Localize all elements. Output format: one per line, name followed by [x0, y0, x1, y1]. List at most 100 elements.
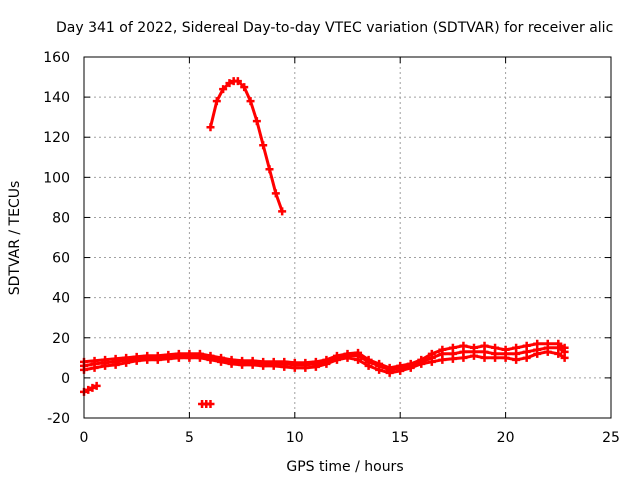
- data-point: [248, 360, 257, 369]
- data-point: [246, 97, 255, 106]
- y-tick-label: 120: [43, 130, 70, 146]
- data-point: [375, 365, 384, 374]
- data-point: [501, 353, 510, 362]
- data-point: [364, 361, 373, 370]
- data-point: [438, 345, 447, 354]
- data-point: [206, 123, 215, 132]
- data-point: [480, 341, 489, 350]
- y-tick-label: 20: [52, 331, 70, 347]
- x-tick-label: 5: [185, 430, 194, 446]
- series-5: [198, 399, 215, 408]
- data-point: [417, 359, 426, 368]
- x-tick-label: 15: [391, 430, 409, 446]
- data-point: [354, 355, 363, 364]
- data-point: [238, 360, 247, 369]
- series-2: [80, 347, 569, 377]
- data-point: [385, 368, 394, 377]
- data-point: [84, 385, 93, 394]
- chart-title: Day 341 of 2022, Sidereal Day-to-day VTE…: [56, 20, 613, 36]
- series-4: [80, 381, 101, 396]
- data-point: [501, 345, 510, 354]
- data-point: [459, 341, 468, 350]
- y-tick-label: 140: [43, 90, 70, 106]
- data-point: [512, 355, 521, 364]
- data-point: [459, 353, 468, 362]
- data-point: [259, 141, 268, 150]
- y-axis-label: SDTVAR / TECUs: [7, 181, 23, 296]
- y-tick-label: 160: [43, 50, 70, 66]
- x-axis-label: GPS time / hours: [286, 459, 403, 475]
- x-tick-label: 10: [286, 430, 304, 446]
- data-point: [88, 383, 97, 392]
- data-point: [322, 359, 331, 368]
- data-point: [438, 355, 447, 364]
- data-point: [396, 366, 405, 375]
- data-point: [560, 353, 569, 362]
- data-point: [343, 353, 352, 362]
- data-point: [554, 339, 563, 348]
- data-point: [301, 363, 310, 372]
- data-point: [491, 343, 500, 352]
- data-point: [278, 207, 287, 216]
- data-point: [554, 349, 563, 358]
- plot-frame: [83, 56, 612, 419]
- data-point: [101, 361, 110, 370]
- data-point: [111, 360, 120, 369]
- data-point: [533, 349, 542, 358]
- x-tick-label: 0: [80, 430, 89, 446]
- data-point: [543, 339, 552, 348]
- y-tick-labels: -20 0 20 40 60 80 100 120 140 160: [43, 50, 70, 427]
- data-point: [225, 79, 234, 88]
- data-point: [240, 83, 249, 92]
- data-point: [212, 97, 221, 106]
- data-point: [469, 351, 478, 360]
- data-point: [90, 363, 99, 372]
- data-point: [469, 343, 478, 352]
- data-point: [132, 356, 141, 365]
- data-point: [269, 361, 278, 370]
- series-line: [209, 79, 284, 213]
- data-point: [206, 399, 215, 408]
- data-point: [206, 355, 215, 364]
- data-point: [90, 356, 99, 365]
- data-point: [143, 355, 152, 364]
- data-point: [332, 355, 341, 364]
- data-point: [185, 353, 194, 362]
- x-tick-label: 25: [602, 430, 620, 446]
- data-point: [522, 341, 531, 350]
- data-point: [217, 357, 226, 366]
- data-series: [80, 77, 569, 408]
- tick-marks: [83, 56, 612, 419]
- data-point: [174, 353, 183, 362]
- data-point: [195, 353, 204, 362]
- data-point: [560, 343, 569, 352]
- data-point: [406, 363, 415, 372]
- data-point: [164, 354, 173, 363]
- grid-lines: [84, 57, 611, 418]
- data-point: [491, 353, 500, 362]
- data-point: [480, 353, 489, 362]
- y-tick-label: 40: [52, 291, 70, 307]
- x-tick-label: 20: [497, 430, 515, 446]
- data-point: [543, 347, 552, 356]
- data-point: [448, 354, 457, 363]
- data-point: [153, 355, 162, 364]
- y-tick-label: -20: [47, 411, 70, 427]
- data-point: [219, 85, 228, 94]
- series-3: [206, 77, 287, 216]
- data-point: [227, 359, 236, 368]
- y-tick-label: 80: [52, 210, 70, 226]
- data-point: [533, 339, 542, 348]
- data-point: [280, 362, 289, 371]
- y-tick-label: 100: [43, 170, 70, 186]
- data-point: [259, 361, 268, 370]
- data-point: [512, 343, 521, 352]
- data-point: [271, 189, 280, 198]
- data-point: [354, 348, 363, 357]
- y-tick-label: 0: [61, 371, 70, 387]
- data-point: [427, 357, 436, 366]
- data-point: [265, 165, 274, 174]
- x-tick-labels: 0 5 10 15 20 25: [80, 430, 620, 446]
- y-tick-label: 60: [52, 251, 70, 267]
